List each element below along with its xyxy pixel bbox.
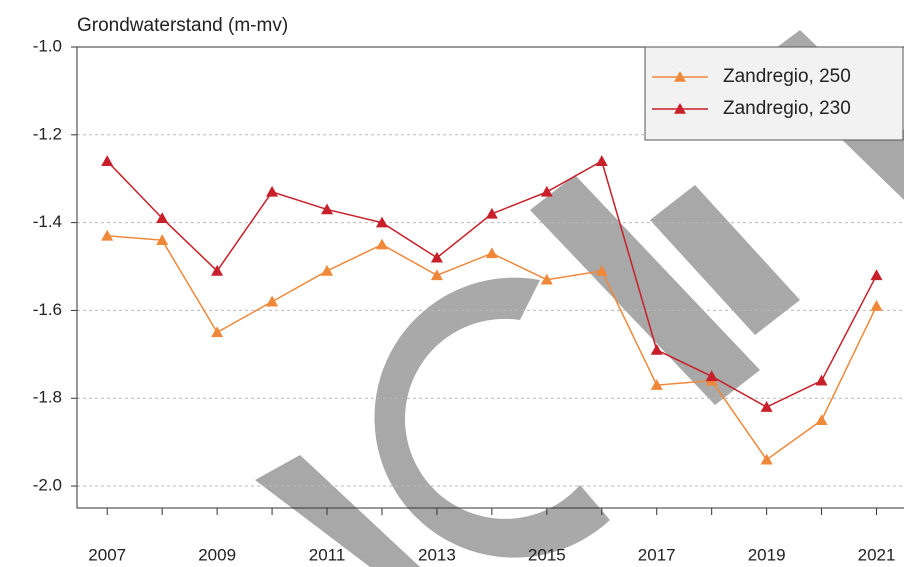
- y-tick-label: -1.4: [33, 212, 62, 231]
- x-tick-label: 2019: [748, 545, 786, 564]
- data-point: [156, 212, 169, 224]
- y-tick-label: -1.2: [33, 124, 62, 143]
- data-point: [540, 185, 553, 197]
- data-point: [870, 269, 883, 281]
- data-point: [705, 370, 718, 382]
- data-point: [650, 379, 663, 390]
- data-point: [760, 401, 773, 412]
- y-tick-label: -2.0: [33, 476, 62, 495]
- x-tick-label: 2011: [309, 545, 346, 564]
- data-point: [430, 251, 443, 263]
- legend-label: Zandregio, 230: [723, 98, 851, 119]
- data-point: [595, 264, 608, 276]
- data-point: [266, 295, 279, 307]
- data-point: [485, 247, 498, 259]
- x-tick-label: 2021: [858, 545, 896, 564]
- data-point: [375, 238, 388, 250]
- data-point: [321, 264, 334, 276]
- data-point: [430, 269, 443, 281]
- data-point: [211, 264, 224, 276]
- x-tick-label: 2013: [418, 545, 456, 564]
- data-point: [815, 374, 828, 386]
- data-point: [156, 234, 169, 245]
- data-point: [870, 300, 883, 311]
- x-tick-label: 2007: [88, 545, 126, 564]
- plot-frame: [76, 46, 904, 509]
- data-point: [266, 185, 279, 197]
- data-point: [485, 207, 498, 219]
- data-point: [540, 273, 553, 285]
- legend: Zandregio, 250 Zandregio, 230: [644, 46, 904, 141]
- data-point: [101, 229, 114, 241]
- x-tick-label: 2009: [198, 545, 236, 564]
- legend-label: Zandregio, 250: [723, 66, 851, 87]
- data-point: [595, 155, 608, 166]
- watermark-stroke: [650, 185, 800, 335]
- y-tick-label: -1.0: [33, 36, 62, 55]
- data-point: [375, 216, 388, 228]
- legend-marker: [674, 103, 686, 114]
- y-tick-label: -1.6: [33, 300, 62, 319]
- data-point: [760, 453, 773, 465]
- watermark-stroke: [530, 175, 760, 405]
- data-point: [815, 414, 828, 425]
- watermark-stroke: [374, 277, 610, 558]
- x-tick-label: 2017: [638, 545, 676, 564]
- data-point: [211, 326, 224, 338]
- axis-title: Grondwaterstand (m-mv): [77, 15, 288, 36]
- x-tick-label: 2015: [528, 545, 566, 564]
- y-tick-label: -1.8: [33, 388, 62, 407]
- legend-marker: [674, 71, 686, 82]
- data-point: [101, 155, 114, 166]
- watermark-stroke: [255, 455, 420, 567]
- data-point: [321, 203, 334, 215]
- data-point: [650, 343, 663, 355]
- legend-box: [644, 46, 904, 141]
